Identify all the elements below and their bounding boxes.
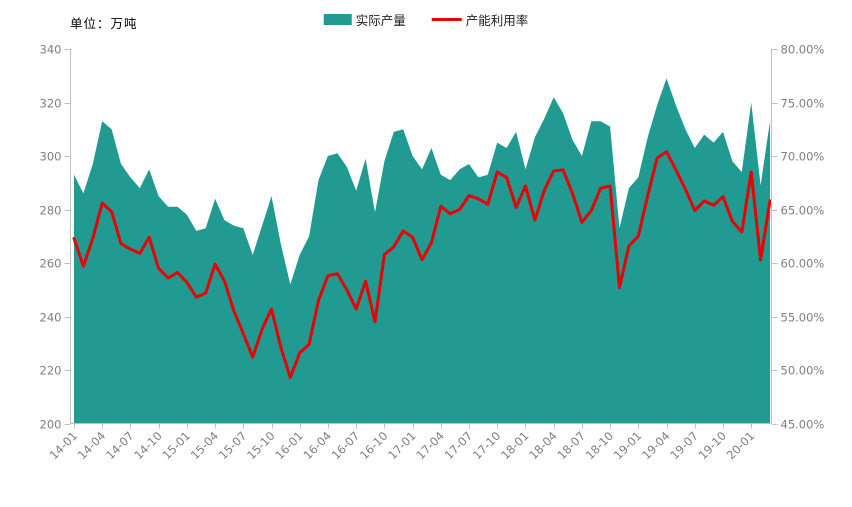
x-axis-tick-label: 15-01: [159, 429, 193, 463]
x-axis-tick-label: 19-07: [667, 429, 701, 463]
legend-item-utilization[interactable]: 产能利用率: [431, 10, 529, 29]
x-axis-tick-label: 17-01: [385, 429, 419, 463]
unit-label: 单位：万吨: [70, 16, 138, 31]
x-axis-tick-label: 19-10: [696, 429, 730, 463]
x-axis-tick-label: 18-07: [554, 429, 588, 463]
right-axis-tick-label: 60.00%: [781, 257, 825, 271]
legend-label-production: 实际产量: [355, 13, 406, 28]
production-area-series[interactable]: [74, 78, 770, 424]
left-axis-tick-label: 300: [40, 150, 62, 164]
left-axis-tick-label: 220: [40, 364, 62, 378]
right-axis-tick-label: 75.00%: [781, 97, 825, 111]
x-axis-tick-label: 16-10: [357, 429, 391, 463]
x-axis-tick-label: 14-10: [131, 429, 165, 463]
left-axis-tick-label: 320: [40, 97, 62, 111]
x-axis-tick-label: 16-01: [272, 429, 306, 463]
x-axis-tick-label: 14-01: [47, 429, 81, 463]
right-axis-tick-label: 45.00%: [781, 418, 825, 432]
x-axis-tick-label: 18-01: [498, 429, 532, 463]
legend-label-utilization: 产能利用率: [465, 13, 529, 28]
area-swatch-icon: [323, 14, 352, 25]
left-axis-tick-label: 260: [40, 257, 62, 271]
x-axis-tick-label: 19-04: [639, 429, 673, 463]
x-axis-tick-label: 15-10: [244, 429, 278, 463]
x-axis-tick-label: 18-04: [526, 429, 560, 463]
right-axis-tick-label: 70.00%: [781, 150, 825, 164]
x-axis-tick-label: 16-07: [329, 429, 363, 463]
x-axis-tick-label: 14-07: [103, 429, 137, 463]
x-axis-tick-label: 17-04: [413, 429, 447, 463]
x-axis-tick-label: 16-04: [301, 429, 335, 463]
left-axis-tick-label: 200: [40, 418, 62, 432]
x-axis-tick-label: 17-07: [442, 429, 476, 463]
x-axis-tick-label: 15-07: [216, 429, 250, 463]
legend-item-production[interactable]: 实际产量: [323, 10, 406, 29]
left-axis-tick-label: 240: [40, 311, 62, 325]
x-axis-tick-label: 17-10: [470, 429, 504, 463]
left-axis-tick-label: 340: [40, 43, 62, 57]
x-axis-tick-label: 20-01: [724, 429, 758, 463]
x-axis-tick-label: 15-04: [188, 429, 222, 463]
x-axis-tick-label: 19-01: [611, 429, 645, 463]
x-axis-tick-label: 18-10: [583, 429, 617, 463]
right-axis-tick-label: 65.00%: [781, 204, 825, 218]
left-axis-tick-label: 280: [40, 204, 62, 218]
utilization-line-series[interactable]: [72, 150, 772, 379]
chart-legend: 实际产量 产能利用率: [323, 10, 529, 29]
right-axis-tick-label: 55.00%: [781, 311, 825, 325]
x-axis-tick-label: 14-04: [75, 429, 109, 463]
line-swatch-icon: [431, 18, 462, 21]
right-axis-tick-label: 50.00%: [781, 364, 825, 378]
right-axis-tick-label: 80.00%: [781, 43, 825, 57]
